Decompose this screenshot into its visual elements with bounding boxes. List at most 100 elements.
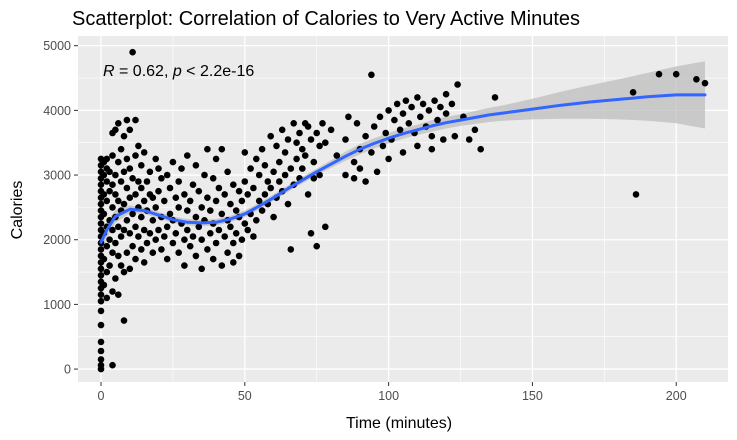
data-point (235, 252, 243, 260)
data-point (97, 200, 105, 208)
data-point (207, 230, 214, 237)
y-tick-label: 5000 (43, 39, 71, 53)
data-point (109, 249, 116, 256)
data-point (362, 132, 369, 140)
data-point (155, 187, 162, 195)
data-point (181, 262, 188, 269)
data-point (281, 171, 289, 179)
data-point (158, 175, 165, 182)
data-point (230, 181, 237, 188)
data-point (152, 155, 159, 163)
data-point (402, 97, 410, 104)
data-point (112, 191, 119, 198)
data-point (287, 246, 295, 253)
data-point (491, 94, 499, 101)
data-point (304, 191, 312, 198)
data-point (276, 178, 283, 185)
data-point (221, 191, 228, 198)
data-point (224, 168, 231, 176)
data-point (212, 155, 220, 163)
data-point (247, 165, 254, 172)
data-point (175, 204, 182, 211)
data-point (146, 230, 154, 237)
data-point (224, 249, 231, 256)
data-point (143, 239, 151, 247)
data-point (135, 178, 142, 185)
data-point (166, 210, 174, 218)
data-point (379, 142, 387, 150)
data-point (123, 249, 131, 256)
minor-gridlines (78, 36, 728, 382)
data-point (632, 191, 640, 198)
data-point (428, 145, 436, 153)
data-point (244, 191, 251, 198)
data-point (356, 165, 364, 172)
r-value-text: = 0.62, (115, 63, 173, 80)
x-axis-title: Time (minutes) (346, 415, 452, 432)
data-points (97, 48, 709, 373)
data-point (169, 158, 177, 166)
data-point (414, 142, 421, 150)
y-tick-label: 4000 (43, 104, 71, 118)
data-point (100, 171, 108, 179)
x-tick-label: 50 (238, 389, 252, 403)
chart-title: Scatterplot: Correlation of Calories to … (72, 8, 580, 30)
data-point (192, 162, 200, 169)
data-point (230, 239, 237, 247)
data-point (100, 210, 108, 218)
data-point (169, 239, 177, 247)
data-point (327, 126, 335, 134)
data-point (232, 207, 240, 214)
data-point (126, 194, 134, 201)
data-point (293, 155, 300, 163)
data-point (376, 113, 384, 121)
data-point (385, 155, 392, 163)
data-point (172, 230, 180, 237)
data-point (129, 242, 136, 250)
data-point (126, 230, 134, 237)
data-point (140, 149, 148, 156)
data-point (322, 139, 329, 146)
data-point (109, 152, 116, 159)
data-point (209, 175, 217, 182)
data-point (396, 126, 404, 134)
data-point (629, 89, 637, 96)
data-point (693, 76, 700, 83)
data-point (391, 116, 398, 124)
data-point (186, 197, 194, 205)
data-point (129, 48, 136, 56)
data-point (152, 236, 159, 243)
data-point (115, 120, 122, 127)
data-point (198, 236, 205, 243)
data-point (120, 132, 128, 140)
data-point (126, 126, 134, 134)
data-point (304, 123, 312, 130)
data-point (319, 120, 326, 127)
data-point (181, 191, 188, 198)
data-point (296, 129, 303, 137)
data-point (117, 145, 125, 153)
data-point (198, 265, 205, 273)
data-point (120, 226, 128, 234)
data-point (103, 242, 111, 250)
data-point (313, 242, 321, 250)
data-point (184, 152, 191, 159)
data-point (293, 139, 300, 146)
data-point (117, 178, 125, 185)
data-point (189, 233, 197, 240)
confidence-ribbon (101, 61, 705, 254)
data-point (218, 262, 226, 269)
data-point (120, 200, 128, 208)
x-tick-label: 200 (666, 389, 687, 403)
data-point (373, 168, 381, 176)
data-point (166, 184, 174, 192)
data-point (218, 145, 226, 153)
data-point (120, 168, 128, 176)
data-point (241, 178, 249, 185)
data-point (172, 194, 180, 201)
data-point (276, 158, 283, 166)
data-point (181, 236, 188, 243)
data-point (115, 252, 122, 260)
data-point (132, 223, 139, 231)
